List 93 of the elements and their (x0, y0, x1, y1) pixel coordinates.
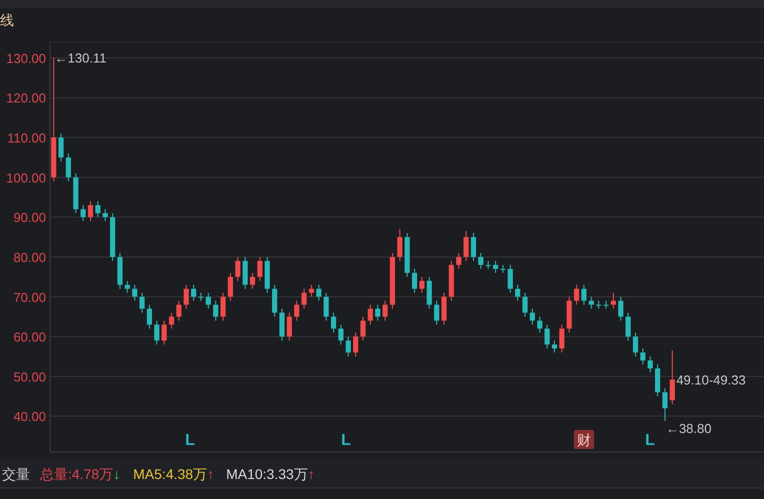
candlestick (530, 308, 535, 326)
candlestick (146, 304, 152, 330)
candlestick (632, 332, 638, 357)
candlestick (228, 272, 234, 302)
annotation: L (645, 432, 656, 449)
candlestick (88, 200, 94, 222)
text: 线 (0, 12, 14, 28)
y-tick-label: 110.00 (7, 130, 46, 146)
candlestick (648, 356, 653, 373)
candlestick (302, 288, 307, 310)
candlestick (618, 296, 624, 322)
annotation: ←38.80 (666, 420, 712, 436)
y-tick-label: 130.00 (6, 50, 46, 66)
candlestick (470, 232, 476, 262)
candlestick (294, 300, 300, 322)
candlestick (464, 230, 469, 262)
candlestick (168, 312, 174, 330)
y-tick-label: 40.00 (13, 409, 46, 424)
candlestick (670, 350, 675, 405)
text: MA10:3.33万↑ (226, 466, 315, 482)
candlestick (397, 228, 402, 262)
candlestick (206, 292, 211, 310)
candlestick (662, 388, 668, 422)
text: 49.10-49.33 (676, 372, 746, 388)
text: 总量:4.78万↓ (39, 466, 120, 482)
candlestick (184, 284, 189, 310)
candlestick (412, 268, 418, 294)
candlestick (257, 256, 262, 282)
candlestick (102, 208, 108, 222)
candlestick (324, 292, 329, 322)
candlestick (220, 292, 226, 322)
candlestick (58, 133, 64, 162)
candlestick (250, 272, 256, 290)
candlestick (286, 312, 292, 342)
annotation: L (341, 432, 352, 449)
candlestick (552, 340, 558, 353)
candlestick (162, 320, 167, 346)
y-tick-label: 90.00 (13, 210, 46, 226)
candlestick (124, 280, 130, 294)
candlestick (655, 364, 660, 397)
candlestick (66, 152, 71, 182)
candlestick (441, 292, 447, 326)
candlestick (434, 300, 440, 326)
candlestick (279, 308, 285, 342)
candlestick (330, 312, 336, 334)
candlestick (456, 252, 462, 270)
candlestick (640, 348, 646, 365)
candlestick (581, 284, 587, 306)
y-tick-label: 80.00 (13, 250, 46, 265)
annotation: 财 (577, 432, 591, 448)
candlestick (492, 260, 498, 274)
y-tick-label: 70.00 (13, 290, 46, 305)
candlestick (132, 284, 138, 302)
y-tick-label: 60.00 (13, 330, 46, 345)
candlestick (95, 200, 100, 218)
candlestick (419, 276, 424, 294)
candlestick (316, 284, 322, 302)
candlestick (626, 312, 631, 342)
candlestick (139, 292, 145, 314)
candlestick (338, 324, 344, 346)
candlestick (559, 324, 564, 353)
candlestick (515, 284, 520, 302)
candlestick (478, 252, 484, 270)
candlestick (308, 284, 314, 298)
candlestick (574, 284, 580, 306)
candlestick (213, 300, 218, 322)
candlestick (382, 300, 388, 322)
candlestick (176, 300, 182, 322)
candlestick (610, 292, 616, 310)
candlestick (360, 316, 366, 342)
annotation: ←130.11 (54, 50, 106, 66)
candlestick (191, 284, 196, 302)
annotation: L (185, 432, 196, 449)
y-tick-label: 50.00 (13, 369, 46, 384)
candlestick (537, 316, 542, 334)
text: 交量 (2, 466, 30, 482)
y-tick-label: 120.00 (6, 90, 46, 106)
text: MA5:4.38万↑ (133, 466, 214, 482)
candlestick (242, 256, 248, 290)
candlestick (522, 292, 528, 318)
candlestick (353, 332, 358, 357)
candlestick (544, 324, 550, 350)
candlestick (368, 304, 373, 326)
candlestick (80, 204, 86, 222)
candlestick (235, 256, 240, 282)
candlestick (508, 264, 513, 294)
candlestick (154, 320, 160, 346)
candlestick (588, 296, 594, 310)
y-tick-label: 100.00 (6, 170, 46, 186)
candlestick (272, 284, 278, 318)
candlestick (426, 276, 432, 310)
candlestick (346, 336, 351, 357)
candlestick (375, 304, 380, 322)
